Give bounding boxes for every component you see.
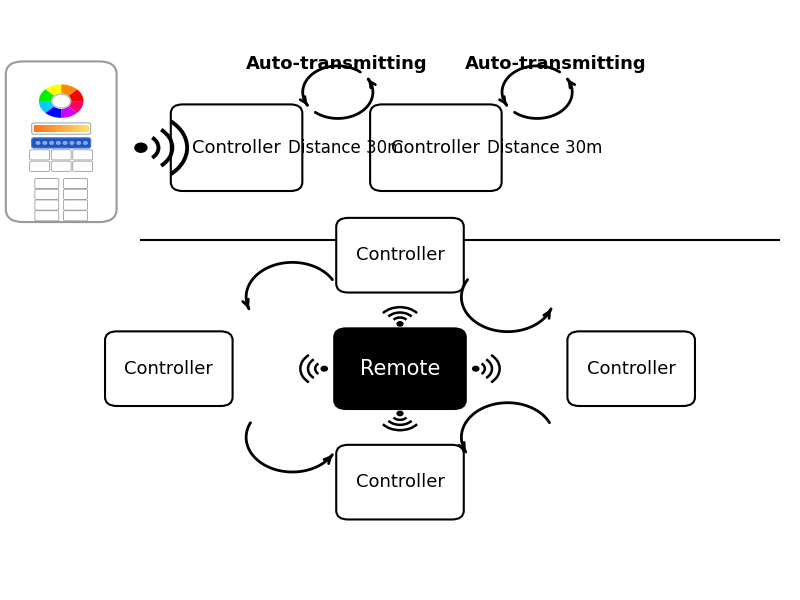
Bar (64, 125, 67, 133)
FancyBboxPatch shape (370, 104, 502, 191)
Circle shape (63, 142, 67, 144)
FancyBboxPatch shape (51, 161, 71, 171)
Bar (56, 125, 59, 133)
FancyBboxPatch shape (336, 218, 464, 293)
Bar (86, 125, 89, 133)
FancyBboxPatch shape (73, 161, 93, 171)
Wedge shape (61, 101, 83, 113)
Bar (45, 125, 49, 133)
Circle shape (36, 142, 40, 144)
Bar (58, 125, 62, 133)
Circle shape (135, 143, 147, 152)
Circle shape (57, 142, 60, 144)
Bar (34, 125, 38, 133)
Wedge shape (39, 101, 61, 113)
Bar (80, 125, 84, 133)
Wedge shape (39, 89, 61, 101)
FancyBboxPatch shape (51, 150, 71, 160)
Bar (48, 125, 51, 133)
Bar (53, 125, 57, 133)
Circle shape (397, 411, 403, 416)
Bar (83, 125, 86, 133)
Text: Distance 30m: Distance 30m (288, 139, 403, 157)
FancyBboxPatch shape (334, 328, 466, 409)
Wedge shape (61, 101, 77, 118)
FancyBboxPatch shape (105, 331, 233, 406)
Circle shape (52, 94, 70, 108)
FancyBboxPatch shape (35, 200, 58, 210)
FancyBboxPatch shape (63, 200, 87, 210)
FancyBboxPatch shape (63, 189, 87, 199)
Circle shape (70, 142, 74, 144)
Bar (70, 125, 73, 133)
FancyBboxPatch shape (30, 150, 50, 160)
FancyBboxPatch shape (567, 331, 695, 406)
FancyBboxPatch shape (32, 138, 90, 148)
Text: Controller: Controller (355, 246, 445, 264)
Bar (39, 125, 43, 133)
FancyBboxPatch shape (170, 104, 302, 191)
Wedge shape (61, 89, 83, 101)
Bar (72, 125, 75, 133)
Wedge shape (46, 85, 61, 101)
Circle shape (473, 367, 479, 371)
Text: Controller: Controller (391, 139, 480, 157)
FancyBboxPatch shape (35, 178, 58, 188)
FancyBboxPatch shape (35, 189, 58, 199)
Text: Auto-transmitting: Auto-transmitting (246, 55, 427, 73)
Wedge shape (61, 85, 77, 101)
FancyBboxPatch shape (63, 211, 87, 221)
FancyBboxPatch shape (336, 445, 464, 520)
Text: Controller: Controller (355, 473, 445, 491)
Bar (66, 125, 70, 133)
Bar (50, 125, 54, 133)
Bar (78, 125, 81, 133)
Circle shape (84, 142, 87, 144)
Bar (74, 125, 78, 133)
Text: Auto-transmitting: Auto-transmitting (465, 55, 646, 73)
Text: Controller: Controller (192, 139, 281, 157)
Text: Distance 30m: Distance 30m (487, 139, 602, 157)
Circle shape (397, 322, 403, 326)
Circle shape (321, 367, 327, 371)
Circle shape (43, 142, 46, 144)
Text: Remote: Remote (360, 359, 440, 379)
FancyBboxPatch shape (30, 161, 50, 171)
FancyBboxPatch shape (63, 178, 87, 188)
Text: Controller: Controller (124, 359, 214, 377)
Bar (37, 125, 40, 133)
FancyBboxPatch shape (73, 150, 93, 160)
Wedge shape (46, 101, 61, 118)
Bar (42, 125, 46, 133)
FancyBboxPatch shape (6, 61, 117, 222)
Bar (61, 125, 65, 133)
Circle shape (77, 142, 81, 144)
Text: Controller: Controller (586, 359, 676, 377)
Circle shape (50, 142, 54, 144)
FancyBboxPatch shape (35, 211, 58, 221)
